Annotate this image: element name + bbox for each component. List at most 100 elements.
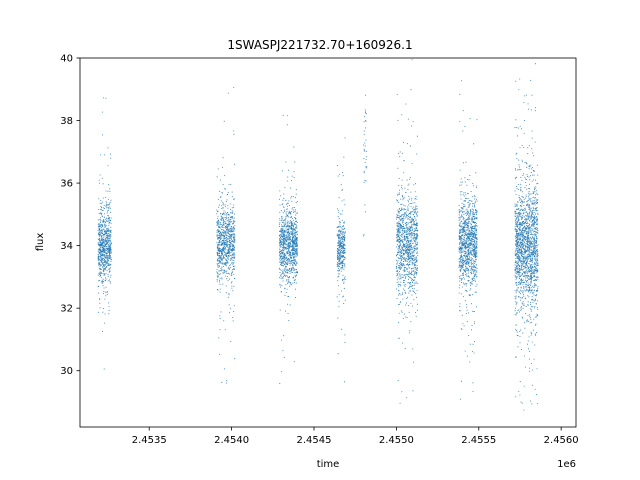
data-point [219, 270, 221, 272]
data-point [228, 240, 231, 242]
data-point [408, 183, 410, 185]
data-point [339, 173, 341, 175]
data-point [281, 260, 284, 262]
data-point [410, 255, 412, 257]
data-point [222, 229, 224, 231]
data-point [217, 260, 219, 262]
data-point [227, 235, 229, 237]
data-point [396, 231, 398, 233]
data-point [281, 284, 283, 286]
data-point [100, 154, 102, 156]
data-point [231, 215, 233, 218]
data-point [461, 228, 463, 230]
data-point [397, 201, 399, 204]
data-point [233, 198, 235, 201]
data-point [108, 263, 110, 265]
data-point [341, 231, 343, 233]
data-point [398, 185, 400, 187]
data-point [227, 241, 229, 243]
data-point [230, 242, 232, 245]
data-point [406, 397, 408, 399]
data-point [289, 212, 291, 214]
data-point [223, 270, 225, 272]
data-point [410, 257, 412, 259]
data-point [221, 266, 223, 268]
data-point [465, 270, 467, 272]
data-point [339, 238, 341, 240]
data-point [468, 215, 470, 217]
data-point [339, 249, 341, 252]
data-point [414, 256, 416, 258]
data-point [104, 213, 106, 215]
data-point [471, 211, 473, 213]
data-point [413, 284, 415, 286]
data-point [476, 271, 478, 273]
data-point [103, 247, 105, 249]
data-point [104, 259, 106, 262]
data-point [474, 217, 476, 219]
data-point [279, 204, 281, 206]
data-point [462, 273, 464, 275]
data-point [464, 252, 466, 254]
data-point [407, 273, 409, 275]
data-point [220, 269, 222, 271]
data-point [415, 208, 417, 210]
data-point [415, 259, 418, 262]
data-point [223, 220, 225, 222]
data-point [343, 239, 345, 241]
data-point [281, 241, 283, 243]
data-point [400, 281, 402, 283]
data-point [221, 269, 223, 271]
data-point [100, 214, 102, 216]
data-point [290, 212, 292, 214]
data-point [411, 229, 413, 232]
data-point [225, 252, 227, 254]
data-point [230, 230, 232, 232]
data-point [412, 260, 414, 262]
data-point [468, 334, 470, 337]
data-point [416, 211, 418, 213]
data-point [470, 285, 472, 287]
data-point [469, 203, 471, 205]
data-point [232, 227, 234, 229]
data-point [229, 209, 232, 211]
data-point [341, 262, 343, 264]
data-point [218, 245, 220, 247]
data-point [233, 305, 235, 307]
data-point [413, 228, 415, 230]
data-point [466, 260, 469, 262]
data-point [99, 219, 101, 221]
data-point [458, 205, 460, 207]
data-point [216, 271, 218, 273]
data-point [472, 232, 474, 234]
data-point [412, 224, 414, 226]
data-point [217, 219, 220, 221]
data-point [225, 227, 227, 229]
data-point [407, 218, 409, 220]
data-point [109, 234, 111, 236]
data-point [396, 239, 398, 241]
data-point [230, 245, 232, 247]
data-point [218, 251, 221, 253]
data-point [296, 234, 299, 236]
data-point [403, 243, 405, 245]
data-point [465, 219, 468, 221]
data-point [399, 244, 401, 246]
data-point [340, 254, 342, 256]
data-point [465, 229, 467, 231]
data-point [340, 268, 342, 270]
data-point [409, 290, 411, 293]
data-point [466, 208, 468, 210]
data-point [282, 264, 284, 267]
data-point [474, 198, 476, 200]
data-point [109, 255, 111, 257]
data-point [226, 276, 228, 278]
data-point [417, 282, 419, 284]
data-point [536, 368, 538, 370]
data-point [342, 189, 344, 191]
data-point [228, 223, 230, 225]
data-point [295, 253, 298, 256]
data-point [466, 283, 468, 285]
data-point [102, 246, 104, 248]
data-point [411, 255, 413, 257]
